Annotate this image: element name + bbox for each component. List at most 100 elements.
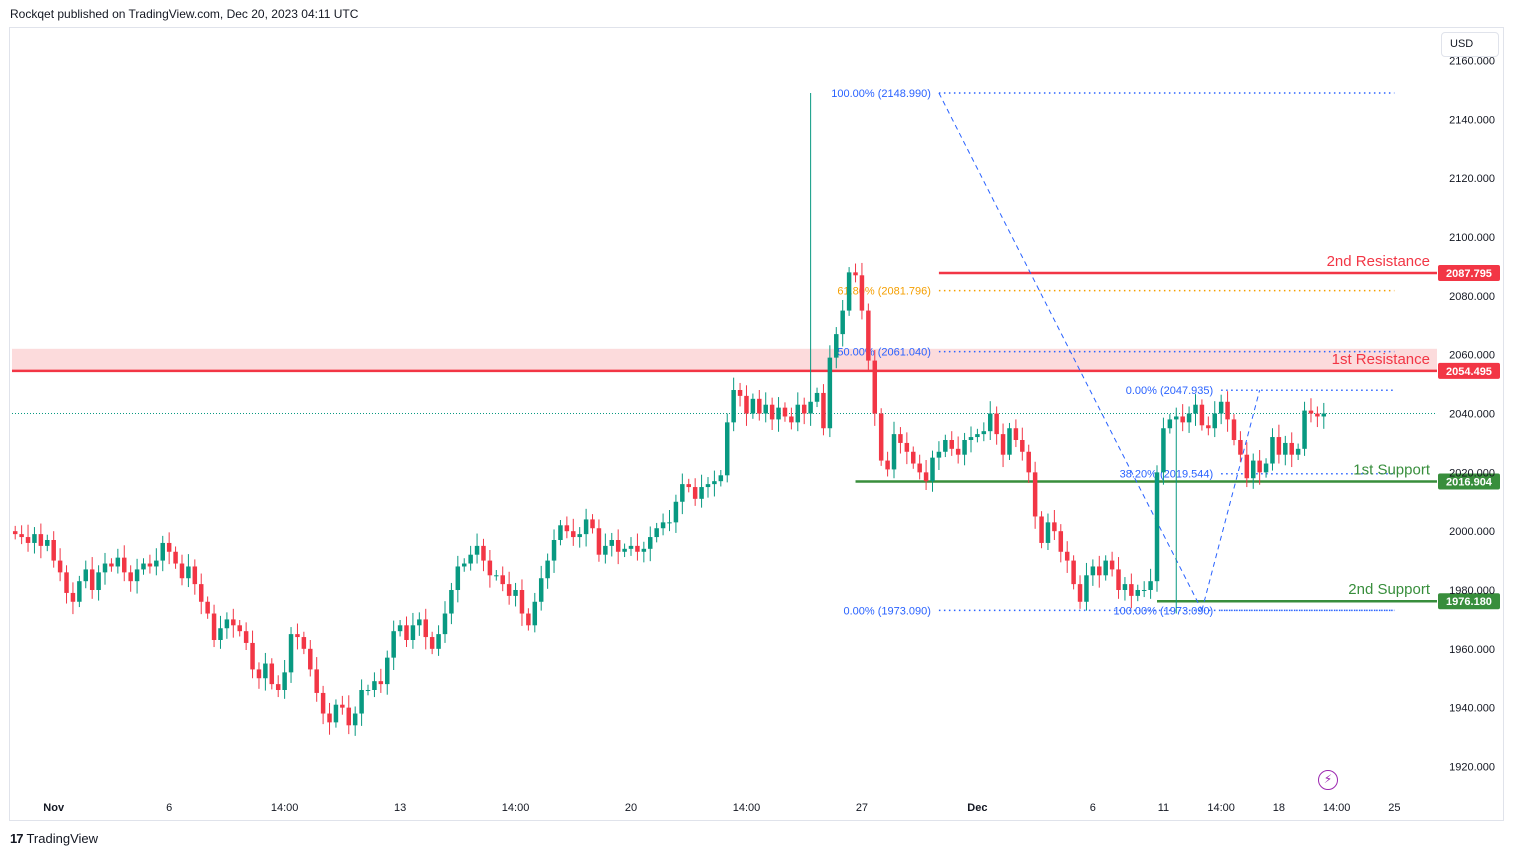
candle (1244, 442, 1250, 488)
candle-body (1180, 416, 1185, 423)
candle (1308, 398, 1314, 423)
candle-body (1154, 472, 1160, 582)
candle-body (455, 566, 461, 590)
candle (1302, 401, 1307, 456)
candle (551, 529, 557, 573)
candle-body (385, 657, 390, 685)
fib-secondary-label: 100.00% (1973.090) (1113, 605, 1213, 617)
candle (898, 427, 903, 454)
candle (603, 533, 608, 564)
candle (327, 702, 332, 735)
candle-body (904, 442, 910, 452)
candle-body (1148, 581, 1153, 590)
candle-body (1097, 566, 1102, 576)
candle (1097, 555, 1102, 588)
candle-body (680, 484, 685, 502)
lightning-icon[interactable]: ⚡ (1318, 770, 1338, 790)
candle (1315, 406, 1320, 428)
candle-body (712, 481, 717, 485)
candle (853, 263, 858, 283)
candle-body (1270, 437, 1275, 464)
candle-body (776, 407, 781, 420)
candle (423, 608, 428, 650)
candle (474, 533, 480, 564)
candle (1206, 416, 1211, 436)
candle (288, 627, 294, 683)
candle-body (45, 540, 50, 546)
candle (128, 565, 133, 592)
candle-body (891, 434, 897, 470)
candle (680, 473, 685, 515)
candle (648, 526, 653, 562)
candle-body (987, 413, 993, 432)
candle (186, 554, 191, 588)
candle (506, 571, 512, 605)
candle (57, 548, 63, 582)
candle-body (866, 310, 871, 361)
candle (641, 541, 647, 563)
candle-body (1116, 569, 1121, 590)
candle-body (1212, 413, 1217, 429)
candle-body (378, 681, 384, 685)
candle-body (391, 631, 396, 658)
candle-body (936, 451, 942, 458)
candle (564, 516, 570, 539)
candle (545, 553, 550, 589)
candle-body (301, 637, 307, 649)
candle (147, 554, 153, 574)
candle-body (231, 619, 236, 626)
candle (346, 695, 352, 735)
candle-body (429, 637, 435, 649)
support-value-badge (1438, 473, 1500, 490)
candle-body (205, 601, 210, 614)
candle-body (500, 575, 505, 585)
support-title: 1st Support (1353, 461, 1431, 478)
y-tick-label: 2000.000 (1449, 526, 1495, 538)
candle (352, 706, 358, 736)
candle-body (1109, 560, 1115, 570)
candle-body (51, 540, 56, 561)
candle-body (352, 713, 358, 726)
candle-body (154, 560, 159, 567)
candle (1007, 422, 1012, 460)
candle (609, 532, 615, 557)
candle (38, 523, 44, 559)
candle-body (834, 334, 839, 358)
candle (64, 565, 69, 604)
candle-body (885, 460, 890, 470)
candle-body (718, 475, 724, 482)
candle-body (1090, 566, 1096, 576)
candle (166, 532, 172, 565)
currency-selector[interactable]: USD (1441, 32, 1499, 57)
candle (468, 545, 473, 571)
candle (558, 520, 563, 546)
candle (1283, 435, 1288, 466)
candle-body (250, 642, 255, 670)
candle (1141, 581, 1147, 598)
candle (994, 406, 999, 445)
candle (12, 525, 18, 540)
candle-body (667, 522, 672, 524)
candle-body (436, 634, 441, 649)
candle-body (789, 416, 794, 423)
candle (801, 397, 807, 425)
candle-body (981, 431, 987, 435)
tradingview-brand: TradingView (26, 831, 99, 846)
y-tick-label: 2080.000 (1449, 291, 1495, 303)
candle-body (1141, 590, 1147, 591)
candle-body (346, 707, 352, 726)
tradingview-footer[interactable]: 17 TradingView (10, 831, 98, 846)
candle-body (731, 390, 736, 423)
fib-secondary-label: 38.20% (2019.544) (1120, 469, 1214, 481)
y-tick-label: 2100.000 (1449, 232, 1495, 244)
x-tick-label: 14:00 (733, 802, 761, 814)
candle (1148, 568, 1153, 599)
candle-body (506, 584, 512, 596)
candle-body (256, 669, 262, 679)
candle-body (1032, 472, 1038, 517)
candle (404, 616, 409, 648)
candle (1167, 414, 1173, 434)
candle-body (1020, 440, 1025, 452)
candle (962, 432, 967, 466)
